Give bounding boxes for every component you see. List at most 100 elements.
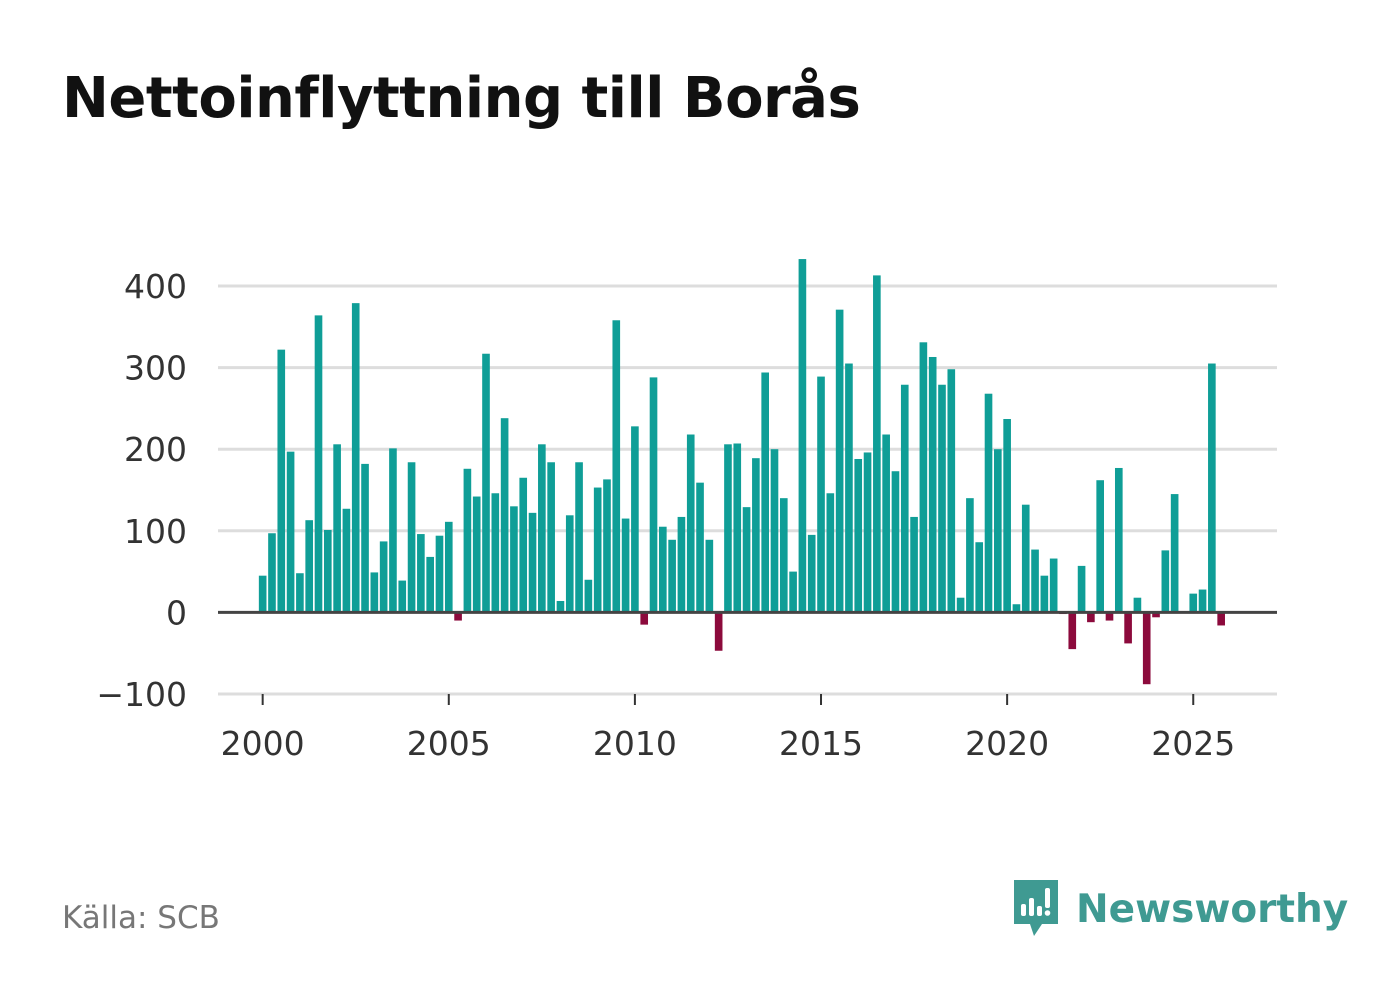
bar xyxy=(286,451,295,613)
bar xyxy=(510,506,518,613)
chart-title: Nettoinflyttning till Borås xyxy=(62,66,861,131)
bar xyxy=(1040,575,1049,613)
bar xyxy=(994,449,1002,613)
bar xyxy=(1049,558,1058,613)
bar xyxy=(584,579,593,613)
bar xyxy=(603,479,611,613)
y-tick-label: 300 xyxy=(124,349,187,388)
bar xyxy=(1068,612,1077,650)
bar xyxy=(361,463,369,613)
bar xyxy=(947,369,956,613)
bar xyxy=(845,363,853,613)
bar xyxy=(565,515,574,613)
bar xyxy=(835,309,844,613)
bar xyxy=(686,434,695,613)
x-tick-label: 2010 xyxy=(593,724,677,763)
bar xyxy=(659,526,667,613)
bar xyxy=(370,572,379,613)
bar xyxy=(873,275,881,613)
bar xyxy=(1114,467,1123,613)
bar xyxy=(742,507,751,613)
bar xyxy=(417,534,425,613)
bar xyxy=(705,539,714,613)
bar xyxy=(882,434,890,613)
bar xyxy=(649,377,658,613)
bar xyxy=(556,600,565,613)
bar xyxy=(966,498,974,613)
bar xyxy=(1198,589,1207,613)
bar xyxy=(956,597,965,613)
bar xyxy=(975,542,984,613)
brand-name: Newsworthy xyxy=(1076,886,1349,932)
y-tick-label: −100 xyxy=(96,675,187,714)
bar xyxy=(724,444,732,613)
bar xyxy=(491,493,500,613)
bar xyxy=(1105,612,1114,621)
bar xyxy=(296,573,304,613)
newsworthy-logo-icon xyxy=(1014,880,1058,936)
bar xyxy=(277,349,286,613)
bar xyxy=(668,539,676,613)
y-tick-label: 400 xyxy=(124,267,187,306)
bar xyxy=(863,452,872,613)
bar xyxy=(444,521,453,613)
bar xyxy=(482,353,490,613)
bar xyxy=(426,556,434,613)
bar xyxy=(761,372,769,613)
x-tick-label: 2025 xyxy=(1151,724,1235,763)
bar xyxy=(258,575,267,613)
x-axis: 2000 2005 2010 2015 2020 2025 xyxy=(221,694,1235,763)
bar xyxy=(1087,612,1095,623)
bar xyxy=(631,426,639,613)
bar xyxy=(528,512,537,613)
bar xyxy=(677,516,686,613)
bar xyxy=(779,498,788,613)
brand[interactable]: Newsworthy xyxy=(1010,878,1348,940)
bar xyxy=(854,458,863,613)
y-tick-label: 0 xyxy=(166,593,187,632)
bar xyxy=(351,303,360,613)
bar xyxy=(1077,565,1086,613)
bar xyxy=(789,571,797,613)
bar xyxy=(333,444,341,613)
bar xyxy=(1189,593,1198,613)
bar xyxy=(1152,612,1160,618)
bar xyxy=(891,471,900,613)
bar xyxy=(407,462,416,613)
bar xyxy=(1012,604,1021,613)
bar xyxy=(547,462,555,613)
y-tick-label: 200 xyxy=(124,430,187,469)
bar xyxy=(1208,363,1216,613)
bar xyxy=(817,376,825,613)
bar xyxy=(472,496,481,613)
bar xyxy=(454,612,462,621)
bar xyxy=(323,529,332,613)
bar xyxy=(389,448,397,613)
bar xyxy=(798,259,807,613)
bar xyxy=(305,520,314,613)
source-label: Källa: SCB xyxy=(62,900,220,936)
x-tick-label: 2000 xyxy=(221,724,305,763)
bar xyxy=(519,477,528,613)
bar xyxy=(314,315,323,613)
bar xyxy=(268,533,276,613)
bar xyxy=(910,516,918,613)
bar xyxy=(807,534,816,613)
bar xyxy=(770,449,779,613)
x-tick-label: 2020 xyxy=(965,724,1049,763)
bar xyxy=(1021,504,1030,613)
bar xyxy=(612,320,621,613)
bar xyxy=(398,580,407,613)
bar xyxy=(696,482,704,613)
bar xyxy=(826,493,835,613)
bar xyxy=(900,384,909,613)
bar xyxy=(1133,597,1142,613)
bar xyxy=(752,458,760,613)
bar xyxy=(379,541,388,613)
bar xyxy=(435,535,444,613)
bar xyxy=(621,518,630,613)
y-tick-label: 100 xyxy=(124,512,187,551)
bar xyxy=(1170,494,1179,613)
bar xyxy=(1161,550,1170,613)
bar xyxy=(984,393,993,613)
